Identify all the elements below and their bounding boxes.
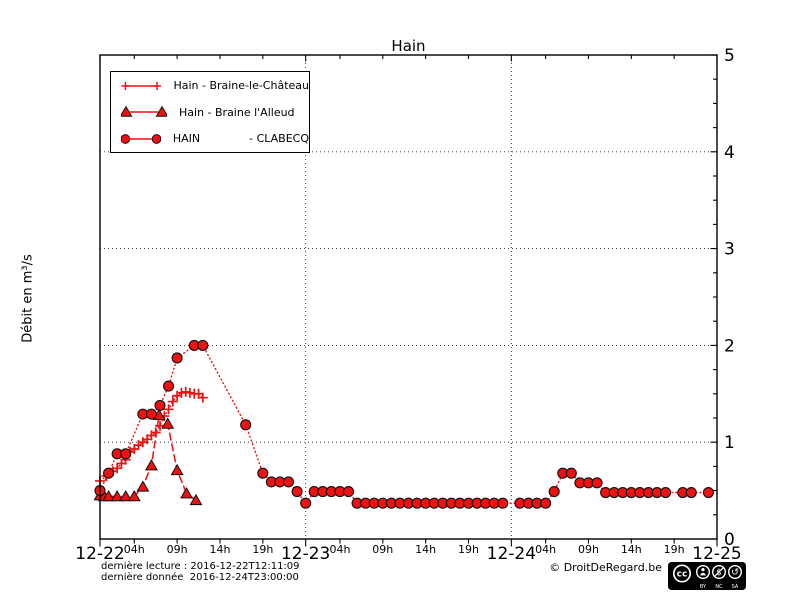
x-hour-label: 14h — [621, 543, 642, 556]
svg-text:cc: cc — [677, 570, 688, 580]
x-hour-label: 19h — [664, 543, 685, 556]
x-hour-label: 14h — [209, 543, 230, 556]
nc-icon: $ NC — [712, 564, 727, 590]
y-tick-label: 3 — [724, 240, 735, 260]
x-hour-label: 04h — [124, 543, 145, 556]
y-tick-label: 2 — [724, 336, 735, 356]
cc-icon: cc — [672, 564, 692, 583]
x-hour-label: 09h — [372, 543, 393, 556]
x-day-label: 12-23 — [281, 544, 330, 564]
y-axis-title: Débit en m³/s — [20, 254, 36, 343]
x-hour-label: 09h — [167, 543, 188, 556]
x-hour-label: 19h — [252, 543, 273, 556]
sa-icon: ↺ SA — [728, 564, 743, 590]
legend-label: Hain - Braine-le-Château — [173, 79, 309, 92]
circle-marker-line-icon — [121, 133, 161, 144]
by-person-icon: BY — [696, 564, 711, 590]
x-hour-label: 04h — [535, 543, 556, 556]
x-day-label: 12-25 — [692, 544, 741, 564]
y-tick-label: 0 — [724, 530, 735, 550]
x-hour-label: 09h — [578, 543, 599, 556]
cc-license-badge: cc BY $ NC ↺ SA — [668, 562, 746, 590]
svg-text:NC: NC — [715, 584, 723, 590]
series-clabecq — [94, 339, 714, 509]
x-day-label: 12-22 — [75, 544, 124, 564]
y-tick-label: 1 — [724, 433, 735, 453]
copyright-text: © DroitDeRegard.be — [549, 561, 662, 574]
legend-item-braine-l-alleud: Hain - Braine l'Alleud — [111, 99, 309, 125]
y-tick-label: 5 — [724, 46, 735, 66]
legend-item-braine-le-chateau: Hain - Braine-le-Château — [111, 73, 309, 99]
last-reading-note: dernière lecture : 2016-12-22T12:11:09 — [101, 561, 300, 572]
x-day-label: 12-24 — [487, 544, 536, 564]
triangle-marker-line-icon — [121, 105, 167, 117]
last-data-note: dernière donnée 2016-12-24T23:00:00 — [101, 572, 299, 583]
legend-item-clabecq: HAIN - CLABECQ — [111, 126, 309, 152]
plus-marker-line-icon — [121, 81, 161, 90]
legend-label: HAIN - CLABECQ — [172, 132, 309, 145]
axis-ticks — [99, 54, 718, 547]
svg-text:↺: ↺ — [731, 567, 739, 578]
svg-text:SA: SA — [732, 584, 739, 590]
legend-box: Hain - Braine-le-Château Hain - Braine l… — [110, 71, 310, 153]
svg-text:$: $ — [716, 568, 721, 578]
svg-text:BY: BY — [700, 584, 707, 590]
x-hour-label: 19h — [458, 543, 479, 556]
x-hour-label: 14h — [415, 543, 436, 556]
chart-title: Hain — [391, 37, 426, 55]
y-tick-label: 4 — [724, 143, 735, 163]
series-braine-l-alleud — [93, 408, 203, 506]
x-hour-label: 04h — [329, 543, 350, 556]
legend-label: Hain - Braine l'Alleud — [179, 105, 295, 119]
